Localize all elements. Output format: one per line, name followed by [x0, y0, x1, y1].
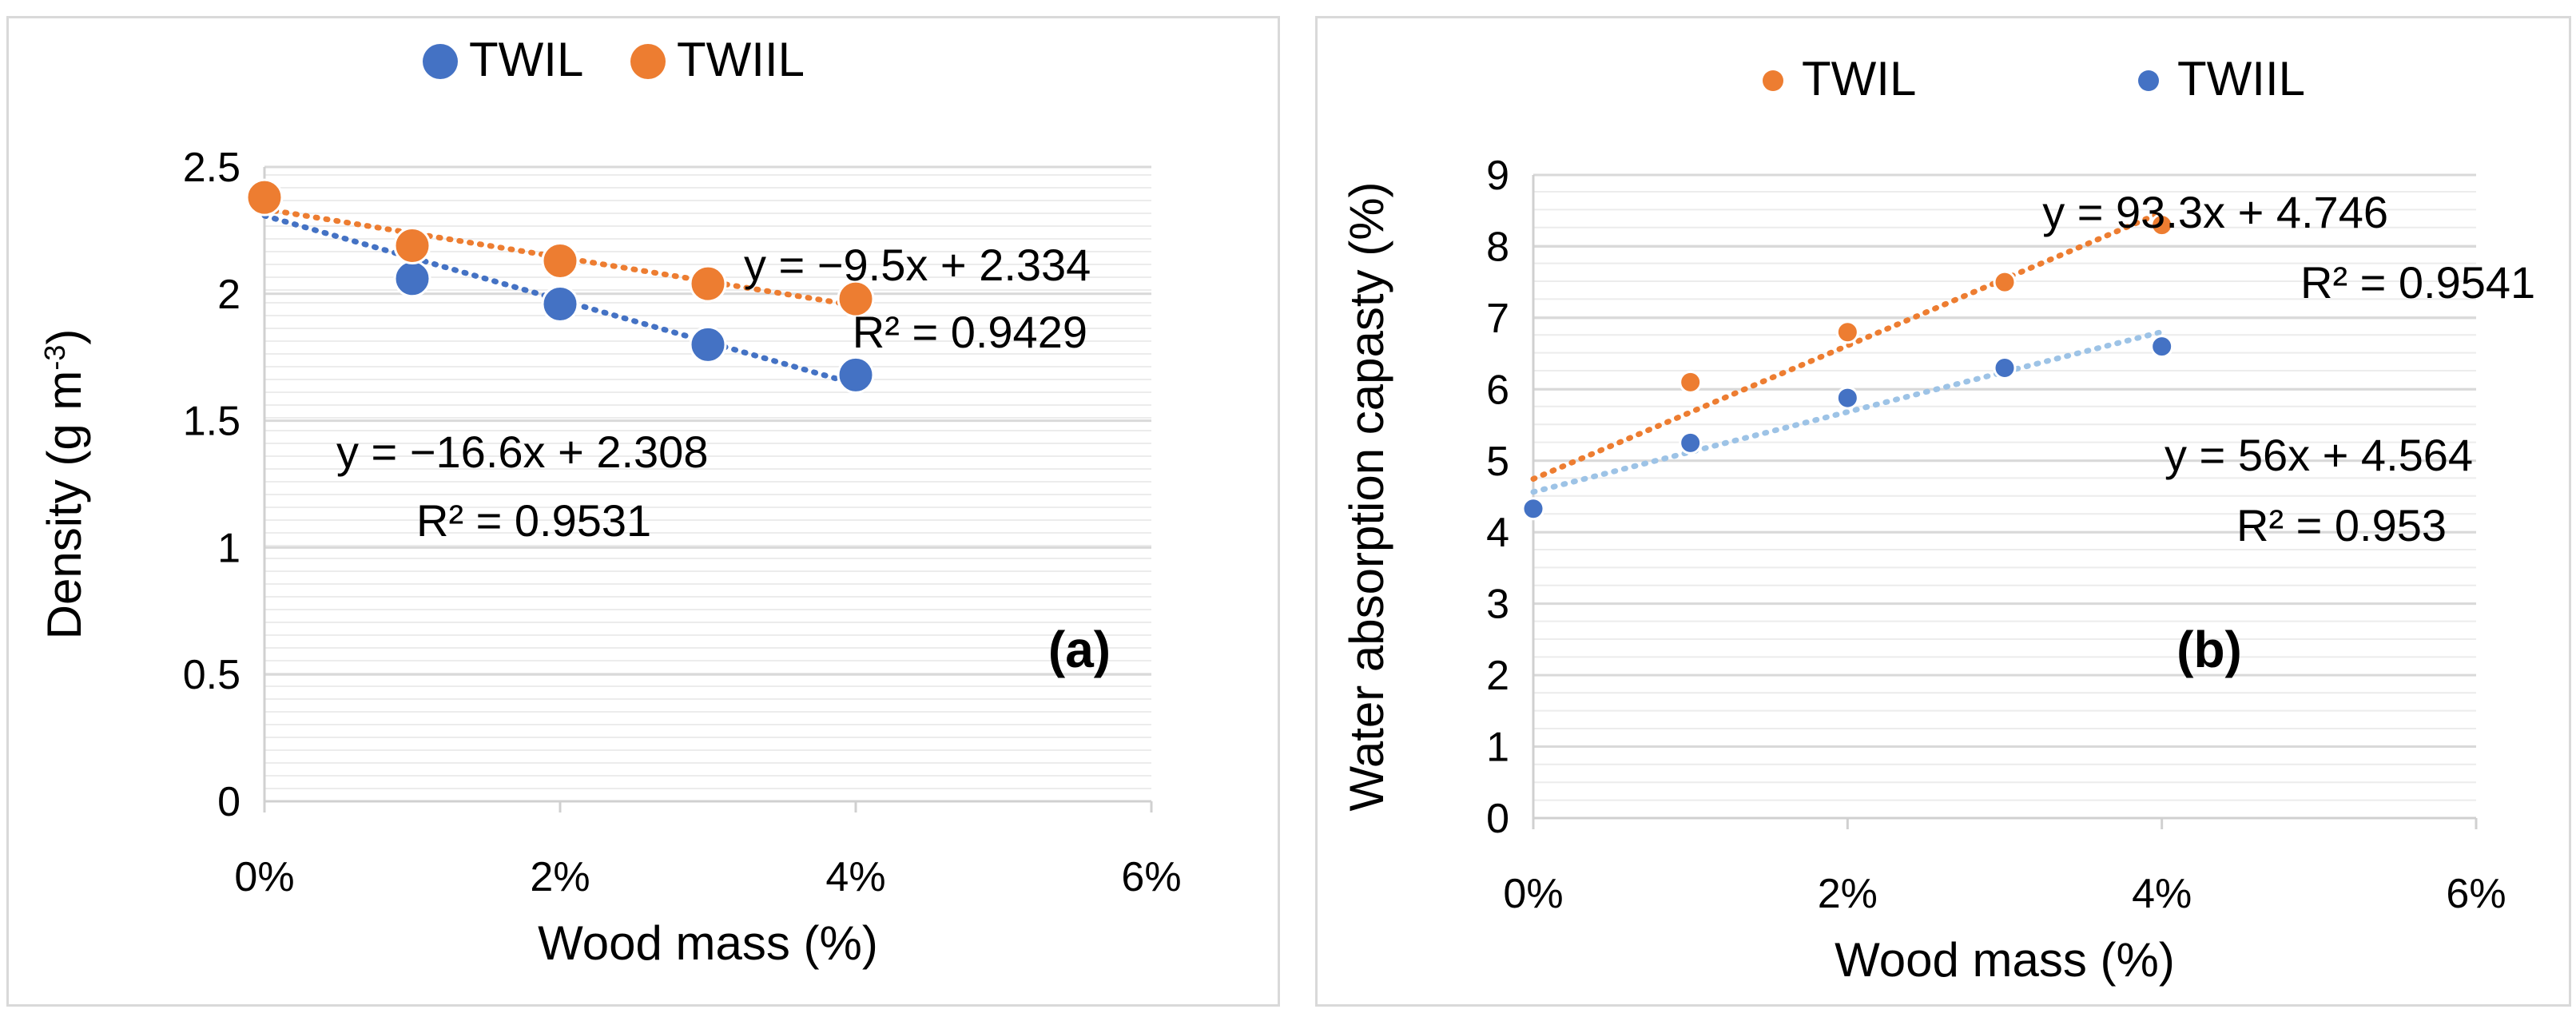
data-point-twiil — [837, 280, 875, 318]
y-tick-label: 9 — [1486, 153, 1509, 199]
y-tick-label: 1.5 — [183, 399, 241, 445]
y-tick-label: 3 — [1486, 582, 1509, 628]
x-tick-label: 0% — [234, 854, 294, 900]
y-tick-label: 1 — [1486, 725, 1509, 771]
x-tick-label: 0% — [1503, 871, 1563, 917]
chart-a-svg: 0 0.5 1 1.5 2 2.5 0% 2% 4% 6% Wood mass (%) Density… — [38, 33, 1182, 970]
y-tick-label: 5 — [1486, 439, 1509, 485]
data-point-twiil — [1679, 431, 1703, 455]
data-point-twil — [1993, 270, 2017, 294]
legend-marker-twiil — [2138, 70, 2159, 91]
data-point-twiil — [541, 242, 579, 280]
data-point-twiil — [245, 178, 284, 217]
data-point-twil — [1835, 320, 1859, 344]
trendline-r-squared: R² = 0.9531 — [416, 495, 651, 546]
y-tick-label: 0 — [1486, 796, 1509, 842]
x-tick-label: 4% — [2132, 871, 2192, 917]
trendline-equation: y = −9.5x + 2.334 — [744, 240, 1091, 290]
chart-panel-a: 0 0.5 1 1.5 2 2.5 0% 2% 4% 6% Wood mass (%) Density… — [6, 16, 1280, 1007]
data-point-twil — [393, 260, 431, 298]
x-tick-label: 2% — [530, 854, 590, 900]
trendline-twil — [1530, 209, 2165, 482]
panel-label: (b) — [2176, 621, 2242, 678]
y-tick-label: 8 — [1486, 224, 1509, 270]
y-tick-label: 0 — [217, 779, 241, 825]
y-tick-label: 2 — [1486, 653, 1509, 699]
y-tick-label: 4 — [1486, 510, 1509, 556]
data-point-twiil — [2150, 335, 2174, 359]
y-axis-title: Density (g m-3) — [38, 329, 91, 640]
data-point-twil — [689, 325, 727, 363]
data-point-twiil — [1521, 497, 1545, 521]
y-tick-label: 2 — [217, 272, 241, 318]
data-point-twiil — [1993, 356, 2017, 379]
x-axis-title: Wood mass (%) — [538, 916, 878, 970]
legend-marker-twil — [423, 44, 458, 79]
data-point-twiil — [689, 264, 727, 303]
trendline-r-squared: R² = 0.9541 — [2300, 257, 2535, 308]
legend-marker-twil — [1763, 70, 1783, 91]
x-tick-label: 4% — [825, 854, 885, 900]
trendline-equation: y = 56x + 4.564 — [2165, 430, 2473, 480]
x-axis-title: Wood mass (%) — [1835, 933, 2175, 987]
y-tick-label: 0.5 — [183, 652, 241, 698]
x-tick-label: 2% — [1818, 871, 1878, 917]
data-point-twil — [1679, 370, 1703, 394]
y-tick-label: 7 — [1486, 296, 1509, 342]
data-point-twil — [541, 285, 579, 324]
trendline-twiil — [1530, 328, 2165, 495]
legend-marker-twiil — [630, 44, 666, 79]
y-axis-title: Water absorption capasty (%) — [1340, 181, 1393, 811]
y-tick-label: 6 — [1486, 367, 1509, 413]
legend-label-twiil: TWIIL — [2177, 52, 2305, 105]
x-tick-label: 6% — [1121, 854, 1181, 900]
data-point-twil — [2150, 213, 2174, 237]
legend-label-twiil: TWIIL — [677, 33, 805, 86]
data-point-twiil — [393, 226, 431, 264]
y-axis-title-superscript: -3 — [38, 345, 71, 371]
data-point-twil — [837, 356, 875, 394]
gridlines — [264, 165, 1151, 803]
trendline-equation: y = −16.6x + 2.308 — [336, 427, 708, 477]
y-tick-label: 2.5 — [183, 145, 241, 191]
trendline-equation: y = 93.3x + 4.746 — [2042, 187, 2388, 237]
trendline-r-squared: R² = 0.9429 — [853, 307, 1087, 357]
x-tick-label: 6% — [2446, 871, 2506, 917]
data-point-twiil — [1835, 386, 1859, 410]
chart-b-svg: 0 1 2 3 4 5 6 7 8 9 0% 2% 4% 6% Wood mass (%) Water abs… — [1340, 52, 2535, 987]
trendline-twil — [261, 213, 859, 387]
legend-label-twil: TWIL — [469, 33, 583, 86]
panel-label: (a) — [1048, 621, 1111, 678]
legend-label-twil: TWIL — [1802, 52, 1916, 105]
y-axis-title-end: ) — [38, 329, 91, 345]
trendline-r-squared: R² = 0.953 — [2236, 500, 2447, 550]
y-tick-label: 1 — [217, 525, 241, 571]
chart-panel-b: 0 1 2 3 4 5 6 7 8 9 0% 2% 4% 6% Wood mass (%) Water abs… — [1315, 16, 2571, 1007]
